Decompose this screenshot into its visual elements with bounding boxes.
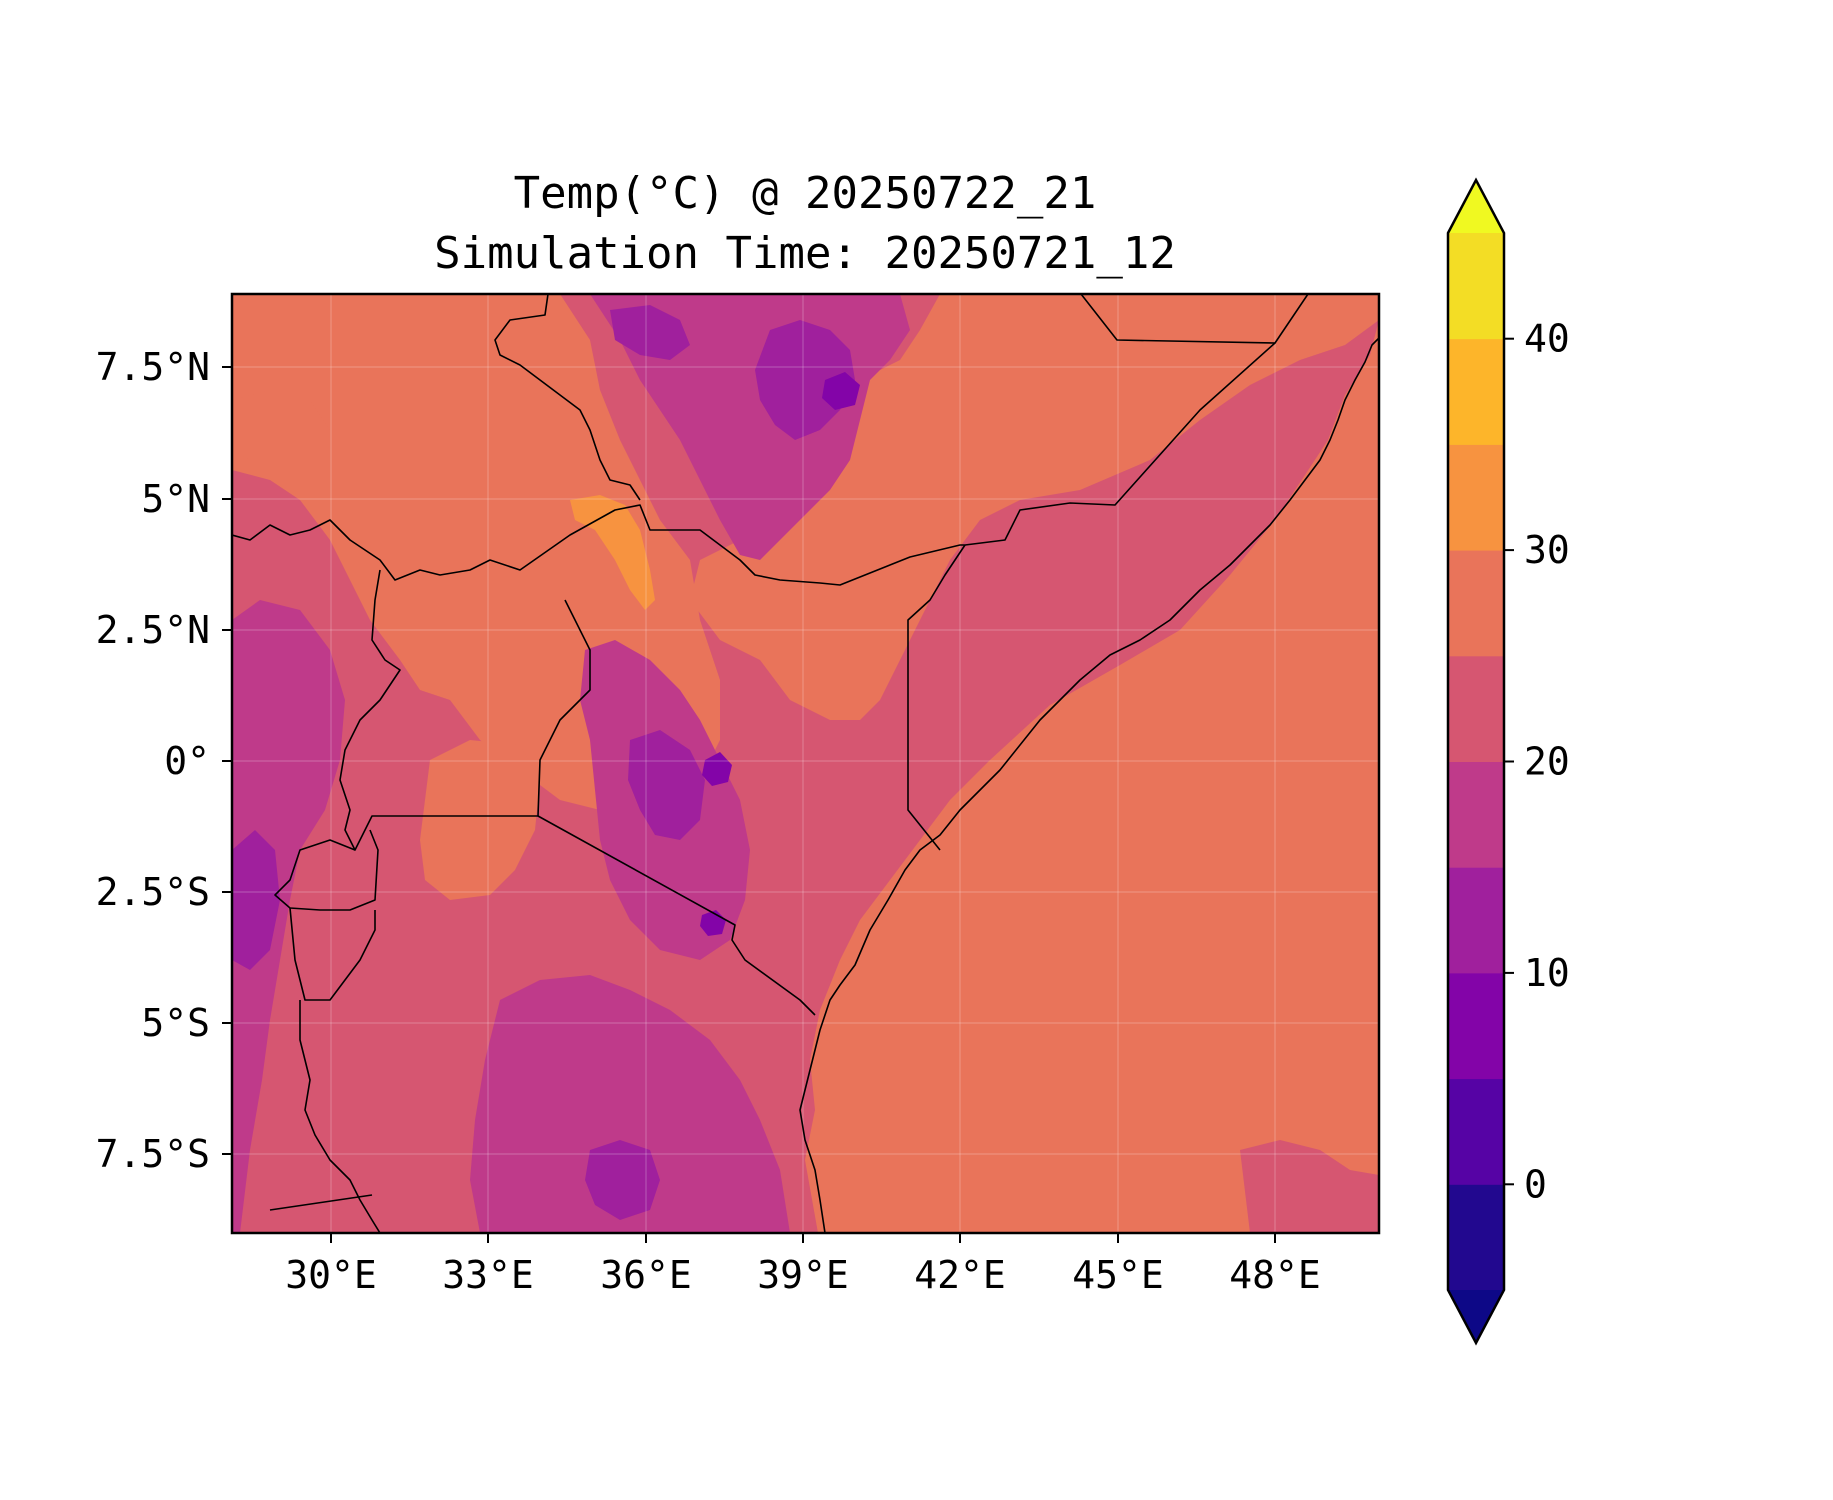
border-uganda — [339, 569, 591, 851]
field-band-25-30-lake-victoria — [420, 740, 540, 900]
field-band-10-15-west-ethiopia — [610, 305, 690, 360]
colorbar-segment — [1448, 338, 1504, 445]
colorbar-tick-label: 30 — [1524, 528, 1570, 572]
colorbar-segment — [1448, 233, 1504, 340]
colorbar: 0 10 20 30 40 — [1446, 177, 1570, 1346]
x-tick-label: 30°E — [285, 1253, 377, 1297]
map-frame — [230, 292, 1381, 1235]
y-tick-label: 5°N — [141, 477, 210, 521]
colorbar-segment — [1448, 761, 1504, 868]
x-tick-label: 48°E — [1229, 1253, 1321, 1297]
x-tick-label: 42°E — [914, 1253, 1006, 1297]
border-sudan-ethiopia — [494, 294, 641, 501]
colorbar-segment — [1448, 1184, 1504, 1291]
colorbar-under-triangle — [1448, 1290, 1504, 1343]
field-band-25-30-ocean — [805, 320, 1379, 1233]
border-ogaden — [232, 342, 1276, 586]
field-band-5-10-mt-kenya — [702, 752, 732, 786]
border-south — [269, 1194, 373, 1211]
field-band-20-25-se-patch — [1240, 1140, 1379, 1233]
x-tick-label: 36°E — [600, 1253, 692, 1297]
y-tick-label: 2.5°S — [96, 870, 210, 914]
field-band-25-30-west-patch — [232, 390, 330, 470]
field-band-10-15-kenya — [628, 730, 705, 840]
colorbar-tick-label: 40 — [1524, 317, 1570, 361]
field-band-15-20-albertine-rift — [232, 600, 345, 1233]
field-band-10-15-ethiopia — [755, 320, 855, 440]
coastline — [799, 337, 1379, 1233]
colorbar-segment — [1448, 444, 1504, 551]
border-somalia-ethiopia — [1080, 294, 1309, 344]
colorbar-outline — [1446, 177, 1506, 1346]
country-borders — [232, 294, 1379, 1233]
field-band-10-15-rift-west — [232, 830, 280, 970]
colorbar-over-triangle — [1448, 180, 1504, 233]
y-tick-label: 7.5°S — [96, 1132, 210, 1176]
colorbar-tick-label: 10 — [1524, 951, 1570, 995]
colorbar-segment — [1448, 972, 1504, 1080]
colorbar-tick-label: 0 — [1524, 1162, 1547, 1206]
border-burundi-tanzania — [289, 907, 376, 1001]
colorbar-tick-label: 20 — [1524, 740, 1570, 784]
field-band-10-15-south — [585, 1140, 660, 1220]
colorbar-segment — [1448, 867, 1504, 974]
y-tick-label: 7.5°N — [96, 345, 210, 389]
title-line-2: Simulation Time: 20250721_12 — [434, 228, 1176, 279]
x-tick-label: 39°E — [757, 1253, 849, 1297]
latitude-axis: 7.5°N 5°N 2.5°N 0° 2.5°S 5°S 7.5°S — [96, 345, 232, 1176]
colorbar-segment — [1448, 550, 1504, 657]
temperature-field — [232, 294, 1379, 1233]
field-band-15-20-south — [470, 975, 790, 1233]
border-kenya-somalia — [907, 544, 966, 851]
y-tick-label: 2.5°N — [96, 608, 210, 652]
x-tick-label: 33°E — [442, 1253, 534, 1297]
field-band-5-10-ethiopia — [822, 372, 860, 410]
border-kenya-tanzania — [537, 815, 816, 1016]
longitude-axis: 30°E 33°E 36°E 39°E 42°E 45°E 48°E — [285, 1233, 1321, 1297]
gridlines — [232, 294, 1379, 1233]
title-line-1: Temp(°C) @ 20250722_21 — [514, 168, 1097, 219]
y-tick-label: 0° — [164, 739, 210, 783]
colorbar-segment — [1448, 1078, 1504, 1185]
x-tick-label: 45°E — [1072, 1253, 1164, 1297]
y-tick-label: 5°S — [141, 1001, 210, 1045]
colorbar-segment — [1448, 655, 1504, 762]
border-lake-tanganyika — [299, 1000, 381, 1233]
